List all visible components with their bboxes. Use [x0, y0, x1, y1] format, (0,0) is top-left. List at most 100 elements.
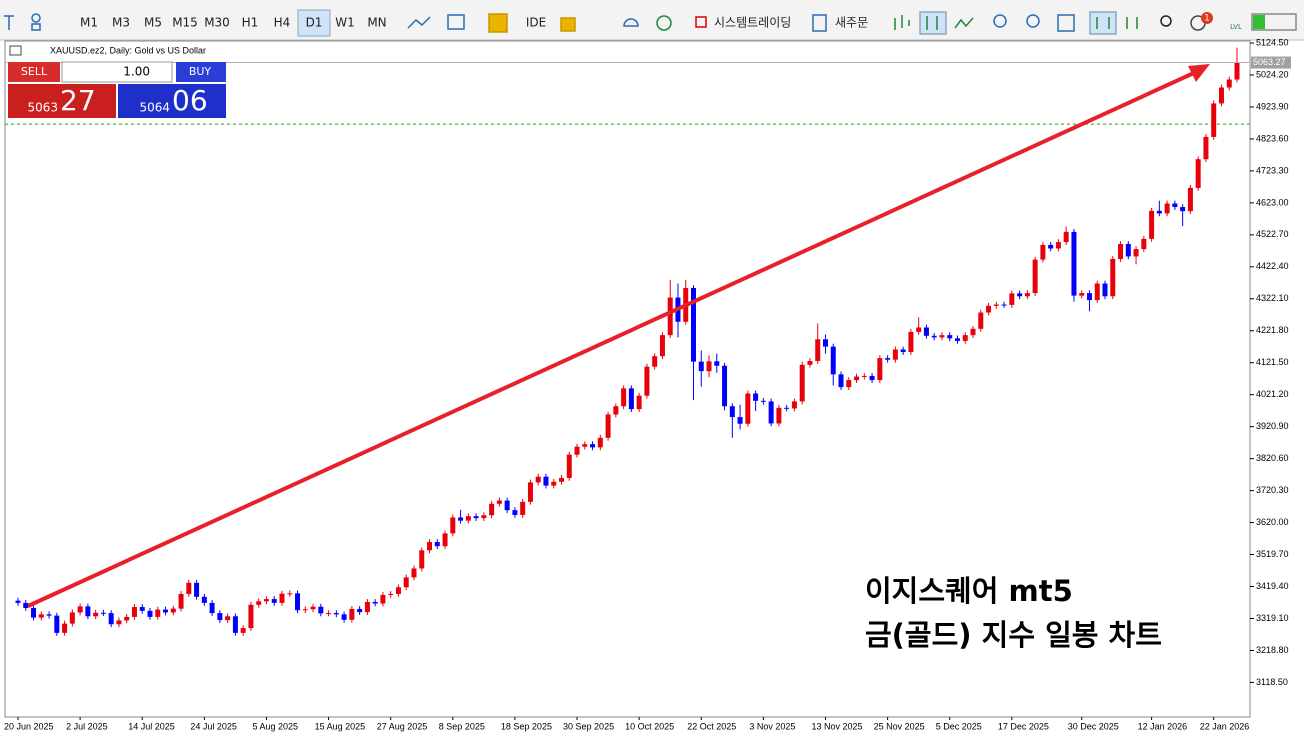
candle-body: [1226, 79, 1232, 88]
y-tick-label: 4723.30: [1256, 165, 1289, 175]
scroll: [1096, 17, 1138, 29]
y-tick-label: 4221.80: [1256, 325, 1289, 335]
timeframe-button[interactable]: M15: [172, 16, 198, 30]
vps: [656, 15, 672, 31]
shapes-tool: [31, 23, 41, 31]
candle-body: [131, 607, 137, 617]
sell-label: SELL: [21, 65, 48, 78]
candle-body: [504, 500, 510, 511]
candle-body: [559, 477, 565, 482]
trend-arrow: [27, 70, 1197, 608]
candle-body: [1017, 293, 1023, 297]
candle-body: [1156, 210, 1162, 214]
candle-body: [652, 356, 658, 367]
candle-body: [209, 602, 215, 614]
candles-active: [919, 11, 947, 35]
candle-body: [349, 608, 355, 620]
x-tick-label: 14 Jul 2025: [128, 721, 175, 731]
sell-button[interactable]: [8, 62, 60, 82]
candle-body: [170, 608, 176, 613]
order-icon: [812, 14, 827, 32]
candle-body: [1125, 243, 1131, 257]
timeframe-button[interactable]: D1: [306, 16, 323, 30]
lot-input[interactable]: [61, 61, 173, 83]
x-tick-label: 20 Jun 2025: [4, 721, 54, 731]
candle-body: [419, 550, 425, 569]
candle-body: [729, 406, 735, 418]
candle-body: [15, 600, 21, 603]
trade-panel: SELL 1.00 BUY 5063 27 5064 06: [8, 61, 226, 118]
candle-body: [1086, 293, 1092, 301]
x-tick-label: 30 Dec 2025: [1068, 721, 1119, 731]
timeframes: M1 M3 M5 M15 M30 H1 H4 D1 W1 MN: [80, 16, 387, 30]
candle-body: [799, 364, 805, 402]
timeframe-button[interactable]: W1: [335, 16, 355, 30]
candle-body: [31, 607, 37, 618]
candle-body: [139, 607, 145, 611]
annotation-line: 이지스퀘어 mt5: [865, 574, 1073, 608]
candle-body: [714, 361, 720, 366]
timeframe-button[interactable]: MN: [367, 16, 386, 30]
y-tick-label: 3920.90: [1256, 421, 1289, 431]
candle-body: [846, 380, 852, 388]
candle-body: [698, 361, 704, 372]
candle-body: [372, 601, 378, 604]
y-tick-label: 5024.20: [1256, 69, 1289, 79]
buy-price-box[interactable]: [118, 84, 226, 118]
candle-body: [784, 407, 790, 409]
candle-body: [869, 375, 875, 381]
candle-body: [838, 374, 844, 388]
x-tick-label: 22 Jan 2026: [1200, 721, 1250, 731]
autoscroll: [1089, 11, 1117, 35]
new-order-button[interactable]: 새주문: [835, 16, 868, 30]
candle-body: [520, 501, 526, 515]
candle-body: [380, 594, 386, 604]
candle-body: [357, 608, 363, 613]
candle-body: [116, 620, 122, 625]
buy-price-small: 06: [172, 84, 208, 117]
candle-body: [1187, 187, 1193, 212]
timeframe-button[interactable]: M3: [112, 16, 130, 30]
timeframe-button[interactable]: M30: [204, 16, 230, 30]
candle-body: [1110, 258, 1116, 297]
timeframe-button[interactable]: H1: [242, 16, 259, 30]
sell-price-box[interactable]: [8, 84, 116, 118]
search: [1160, 15, 1172, 27]
y-tick-label: 4121.50: [1256, 357, 1289, 367]
x-tick-label: 8 Sep 2025: [439, 721, 485, 731]
timeframe-button[interactable]: M5: [144, 16, 162, 30]
sell-price-small: 27: [60, 84, 96, 117]
candle-body: [1001, 304, 1007, 306]
y-tick-label: 4623.00: [1256, 197, 1289, 207]
plot: 5124.50 5024.20 4923.90 4823.60 4723.30 4623.…: [4, 37, 1291, 731]
chart-icon: [9, 45, 22, 56]
text-tool: [4, 15, 14, 30]
candle-body: [659, 335, 665, 357]
candle-body: [854, 376, 860, 381]
candle-body: [954, 338, 960, 341]
x-tick-label: 17 Dec 2025: [998, 721, 1049, 731]
y-tick-label: 3419.40: [1256, 581, 1289, 591]
candle-body: [1048, 244, 1054, 249]
timeframe-button[interactable]: M1: [80, 16, 98, 30]
candle-body: [791, 401, 797, 409]
algo-button[interactable]: 시스템트레이딩: [714, 16, 791, 30]
candle-body: [1195, 159, 1201, 188]
buy-button[interactable]: [176, 62, 226, 82]
candle-body: [582, 444, 588, 447]
ide-button[interactable]: IDE: [526, 16, 546, 30]
candle-body: [970, 328, 976, 336]
timeframe-button[interactable]: H4: [274, 16, 291, 30]
candle-body: [1218, 87, 1224, 104]
level-label: LVL: [1230, 23, 1242, 31]
y-tick-label: 4322.10: [1256, 293, 1289, 303]
y-tick-label: 3319.10: [1256, 613, 1289, 623]
active-timeframe[interactable]: [297, 9, 331, 37]
candle-body: [85, 606, 91, 617]
candle-body: [1118, 243, 1124, 259]
candle-body: [1009, 293, 1015, 305]
badge: [1201, 12, 1213, 24]
candle-body: [333, 613, 339, 615]
candle-body: [295, 593, 301, 611]
